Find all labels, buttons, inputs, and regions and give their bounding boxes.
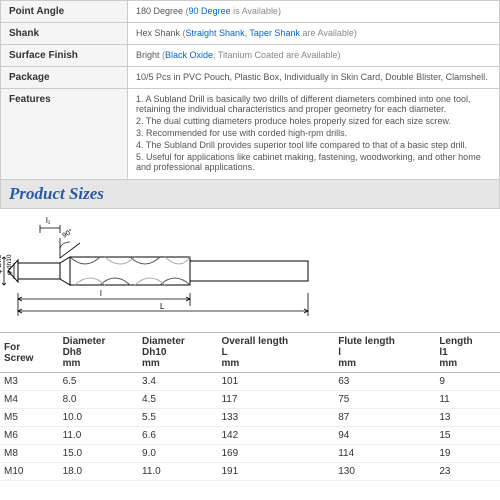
table-cell: 142 (217, 427, 334, 445)
table-cell: 10.0 (59, 409, 138, 427)
spec-label: Point Angle (1, 1, 128, 23)
table-cell: 18.0 (59, 463, 138, 481)
table-cell: 191 (217, 463, 334, 481)
section-title: Product Sizes (0, 180, 500, 209)
feature-line: 1. A Subland Drill is basically two dril… (136, 94, 491, 114)
table-cell: 23 (435, 463, 500, 481)
feature-line: 5. Useful for applications like cabinet … (136, 152, 491, 172)
spec-link[interactable]: Black Oxide (165, 50, 213, 60)
table-row: M510.05.51338713 (0, 409, 500, 427)
table-cell: 4.5 (138, 391, 217, 409)
label-angle: 90° (61, 227, 74, 239)
label-l1: l₁ (46, 216, 51, 225)
features-cell: 1. A Subland Drill is basically two dril… (128, 89, 500, 180)
spec-label: Surface Finish (1, 45, 128, 67)
table-cell: 101 (217, 373, 334, 391)
sizes-col-header: Flute lengthlmm (334, 333, 435, 373)
spec-link[interactable]: 90 Degree (189, 6, 231, 16)
table-cell: 117 (217, 391, 334, 409)
label-L-big: L (160, 302, 165, 311)
sizes-col-header: DiameterDh8mm (59, 333, 138, 373)
spec-label: Shank (1, 23, 128, 45)
feature-line: 3. Recommended for use with corded high-… (136, 128, 491, 138)
label-dh8: φ Dh8 (0, 255, 3, 274)
drill-diagram: l₁ 90° φ Dh8 φ dh10 l (0, 209, 500, 332)
table-cell: 6.6 (138, 427, 217, 445)
table-cell: 133 (217, 409, 334, 427)
sizes-col-header: Overall lengthLmm (217, 333, 334, 373)
table-cell: 19 (435, 445, 500, 463)
table-cell: 75 (334, 391, 435, 409)
table-cell: 11 (435, 391, 500, 409)
features-label: Features (1, 89, 128, 180)
table-cell: 9.0 (138, 445, 217, 463)
table-row: M815.09.016911419 (0, 445, 500, 463)
spec-value: 10/5 Pcs in PVC Pouch, Plastic Box, Indi… (128, 67, 500, 89)
label-l-small: l (100, 289, 102, 298)
table-row: M611.06.61429415 (0, 427, 500, 445)
table-row: M36.53.4101639 (0, 373, 500, 391)
table-cell: M3 (0, 373, 59, 391)
feature-line: 4. The Subland Drill provides superior t… (136, 140, 491, 150)
table-cell: 130 (334, 463, 435, 481)
label-dh10: φ dh10 (6, 254, 13, 275)
table-cell: 11.0 (138, 463, 217, 481)
spec-value: Bright (Black Oxide, Titanium Coated are… (128, 45, 500, 67)
table-cell: 11.0 (59, 427, 138, 445)
table-cell: 94 (334, 427, 435, 445)
spec-link[interactable]: Straight Shank (186, 28, 245, 38)
table-cell: 87 (334, 409, 435, 427)
sizes-col-header: DiameterDh10mm (138, 333, 217, 373)
table-cell: M8 (0, 445, 59, 463)
table-cell: M6 (0, 427, 59, 445)
table-cell: 6.5 (59, 373, 138, 391)
table-row: M48.04.51177511 (0, 391, 500, 409)
table-cell: 5.5 (138, 409, 217, 427)
sizes-col-header: ForScrew (0, 333, 59, 373)
table-cell: 3.4 (138, 373, 217, 391)
table-cell: 63 (334, 373, 435, 391)
table-cell: 13 (435, 409, 500, 427)
table-cell: M4 (0, 391, 59, 409)
table-cell: 9 (435, 373, 500, 391)
table-cell: 114 (334, 445, 435, 463)
sizes-table: ForScrewDiameterDh8mmDiameterDh10mmOvera… (0, 332, 500, 481)
spec-value: Hex Shank (Straight Shank, Taper Shank a… (128, 23, 500, 45)
table-cell: 15 (435, 427, 500, 445)
spec-link[interactable]: Taper Shank (249, 28, 300, 38)
table-cell: 15.0 (59, 445, 138, 463)
table-cell: 169 (217, 445, 334, 463)
table-cell: M10 (0, 463, 59, 481)
table-cell: M5 (0, 409, 59, 427)
spec-label: Package (1, 67, 128, 89)
table-row: M1018.011.019113023 (0, 463, 500, 481)
spec-table: Point Angle180 Degree (90 Degree is Avai… (0, 0, 500, 180)
sizes-col-header: Lengthl1mm (435, 333, 500, 373)
table-cell: 8.0 (59, 391, 138, 409)
spec-value: 180 Degree (90 Degree is Available) (128, 1, 500, 23)
feature-line: 2. The dual cutting diameters produce ho… (136, 116, 491, 126)
